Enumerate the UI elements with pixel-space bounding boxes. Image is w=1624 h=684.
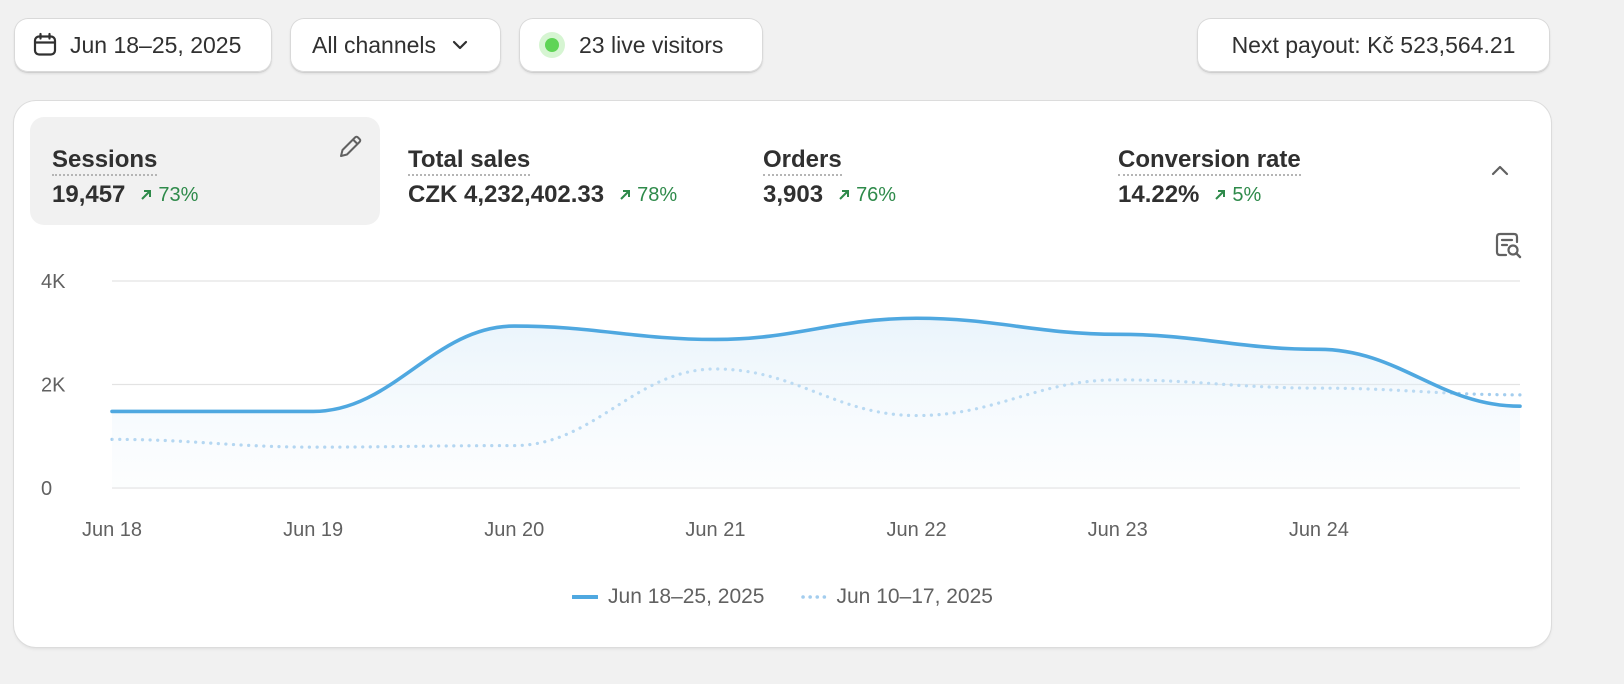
chart-legend: Jun 18–25, 2025 Jun 10–17, 2025 (14, 585, 1551, 609)
metric-change: 73% (139, 184, 198, 207)
metric-label: Conversion rate (1118, 146, 1301, 177)
metric-change-value: 5% (1232, 183, 1262, 206)
series-area-current (112, 318, 1520, 488)
x-tick-label: Jun 24 (1289, 519, 1349, 541)
date-range-label: Jun 18–25, 2025 (70, 31, 242, 58)
y-tick-label: 4K (41, 271, 66, 293)
arrow-up-right-icon (839, 190, 850, 200)
live-dot-icon (539, 32, 565, 58)
metric-label: Orders (763, 146, 842, 177)
report-search-icon (1495, 232, 1522, 259)
metric-label: Sessions (52, 146, 158, 177)
calendar-icon (32, 32, 58, 58)
x-tick-label: Jun 21 (685, 519, 745, 541)
chevron-up-icon (1491, 165, 1509, 176)
x-tick-label: Jun 18 (82, 519, 142, 541)
metric-tab-orders[interactable]: Orders 3,903 76% (741, 117, 1081, 225)
collapse-metrics-button[interactable] (1486, 157, 1514, 185)
metric-label: Total sales (408, 146, 531, 177)
analytics-card: Sessions 19,457 73% Total sales CZK 4,23… (14, 101, 1551, 647)
live-visitors-button[interactable]: 23 live visitors (519, 18, 763, 72)
x-tick-label: Jun 19 (283, 519, 343, 541)
y-tick-label: 0 (41, 478, 52, 500)
metric-tab-sessions[interactable]: Sessions 19,457 73% (30, 117, 380, 225)
metric-value: 3,903 (763, 181, 824, 208)
metric-value: CZK 4,232,402.33 (408, 181, 605, 208)
arrow-up-right-icon (620, 190, 631, 200)
metric-tab-total-sales[interactable]: Total sales CZK 4,232,402.33 78% (386, 117, 726, 225)
metric-change: 5% (1213, 184, 1261, 207)
arrow-up-right-icon (1215, 190, 1226, 200)
legend-item-current[interactable]: Jun 18–25, 2025 (572, 585, 765, 609)
live-visitors-label: 23 live visitors (579, 31, 724, 58)
x-tick-label: Jun 22 (887, 519, 947, 541)
arrow-up-right-icon (141, 190, 152, 200)
x-tick-label: Jun 23 (1088, 519, 1148, 541)
legend-label: Jun 10–17, 2025 (836, 585, 993, 608)
date-range-button[interactable]: Jun 18–25, 2025 (14, 18, 272, 72)
chevron-down-icon (450, 35, 470, 55)
metric-value: 14.22% (1118, 181, 1200, 208)
payout-label: Next payout: Kč 523,564.21 (1231, 31, 1516, 58)
sessions-line-chart: 0 2K 4K Jun 18 Jun 19 Jun 20 Jun 21 Jun 22 Jun … (41, 271, 1522, 541)
pencil-icon[interactable] (336, 133, 364, 166)
metric-change: 78% (618, 184, 677, 207)
solid-line-swatch (572, 595, 599, 599)
metric-value-row: 19,457 73% (52, 181, 198, 209)
metric-value-row: CZK 4,232,402.33 78% (408, 181, 677, 209)
metric-tab-conversion-rate[interactable]: Conversion rate 14.22% 5% (1096, 117, 1436, 225)
legend-item-previous[interactable]: Jun 10–17, 2025 (800, 585, 993, 609)
x-tick-label: Jun 20 (484, 519, 544, 541)
metric-value-row: 14.22% 5% (1118, 181, 1261, 209)
legend-label: Jun 18–25, 2025 (608, 585, 765, 608)
next-payout-button[interactable]: Next payout: Kč 523,564.21 (1197, 18, 1550, 72)
explore-report-button[interactable] (1492, 229, 1524, 261)
y-tick-label: 2K (41, 375, 66, 397)
channel-label: All channels (312, 31, 437, 58)
dotted-line-swatch (800, 595, 827, 599)
metric-change-value: 78% (637, 183, 678, 206)
channel-select[interactable]: All channels (290, 18, 501, 72)
metric-value-row: 3,903 76% (763, 181, 896, 209)
metric-change-value: 76% (856, 183, 897, 206)
metric-change-value: 73% (158, 183, 199, 206)
metric-change: 76% (837, 184, 896, 207)
series-line-current (110, 316, 1522, 414)
metric-value: 19,457 (52, 181, 126, 208)
